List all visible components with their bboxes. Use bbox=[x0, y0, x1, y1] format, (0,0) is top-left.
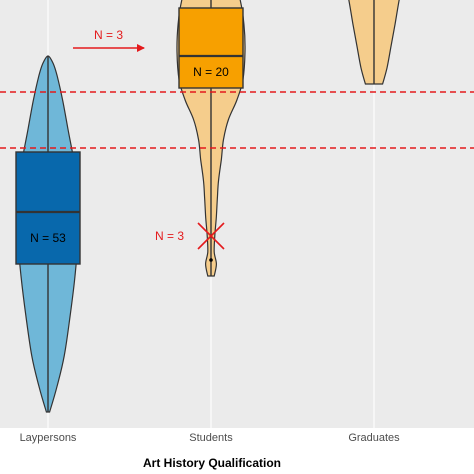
n-label-students: N = 20 bbox=[193, 65, 229, 79]
x-tick-label-graduates: Graduates bbox=[348, 432, 400, 444]
box-laypersons bbox=[15, 151, 81, 265]
outlier-students-0 bbox=[209, 258, 213, 262]
violin-group-graduates: N = 12 bbox=[348, 0, 400, 85]
violin-group-students: N = 20 bbox=[176, 0, 246, 277]
violins: N = 53 N = 20 N = 12 bbox=[15, 0, 400, 413]
reference-lines bbox=[0, 91, 474, 149]
box-students bbox=[178, 7, 244, 89]
annotations: N = 3 N = 3 bbox=[73, 28, 225, 250]
x-tick-label-laypersons: Laypersons bbox=[20, 432, 77, 444]
annotation-arrow-label: N = 3 bbox=[94, 28, 123, 42]
annotation-cross-stroke-2 bbox=[197, 222, 225, 250]
x-tick-labels: Laypersons Students Graduates bbox=[20, 432, 401, 444]
x-axis-title: Art History Qualification bbox=[143, 456, 281, 470]
x-tick-label-students: Students bbox=[189, 432, 233, 444]
violin-group-laypersons: N = 53 bbox=[15, 55, 81, 413]
annotation-cross-label: N = 3 bbox=[155, 229, 184, 243]
n-label-laypersons: N = 53 bbox=[30, 231, 66, 245]
